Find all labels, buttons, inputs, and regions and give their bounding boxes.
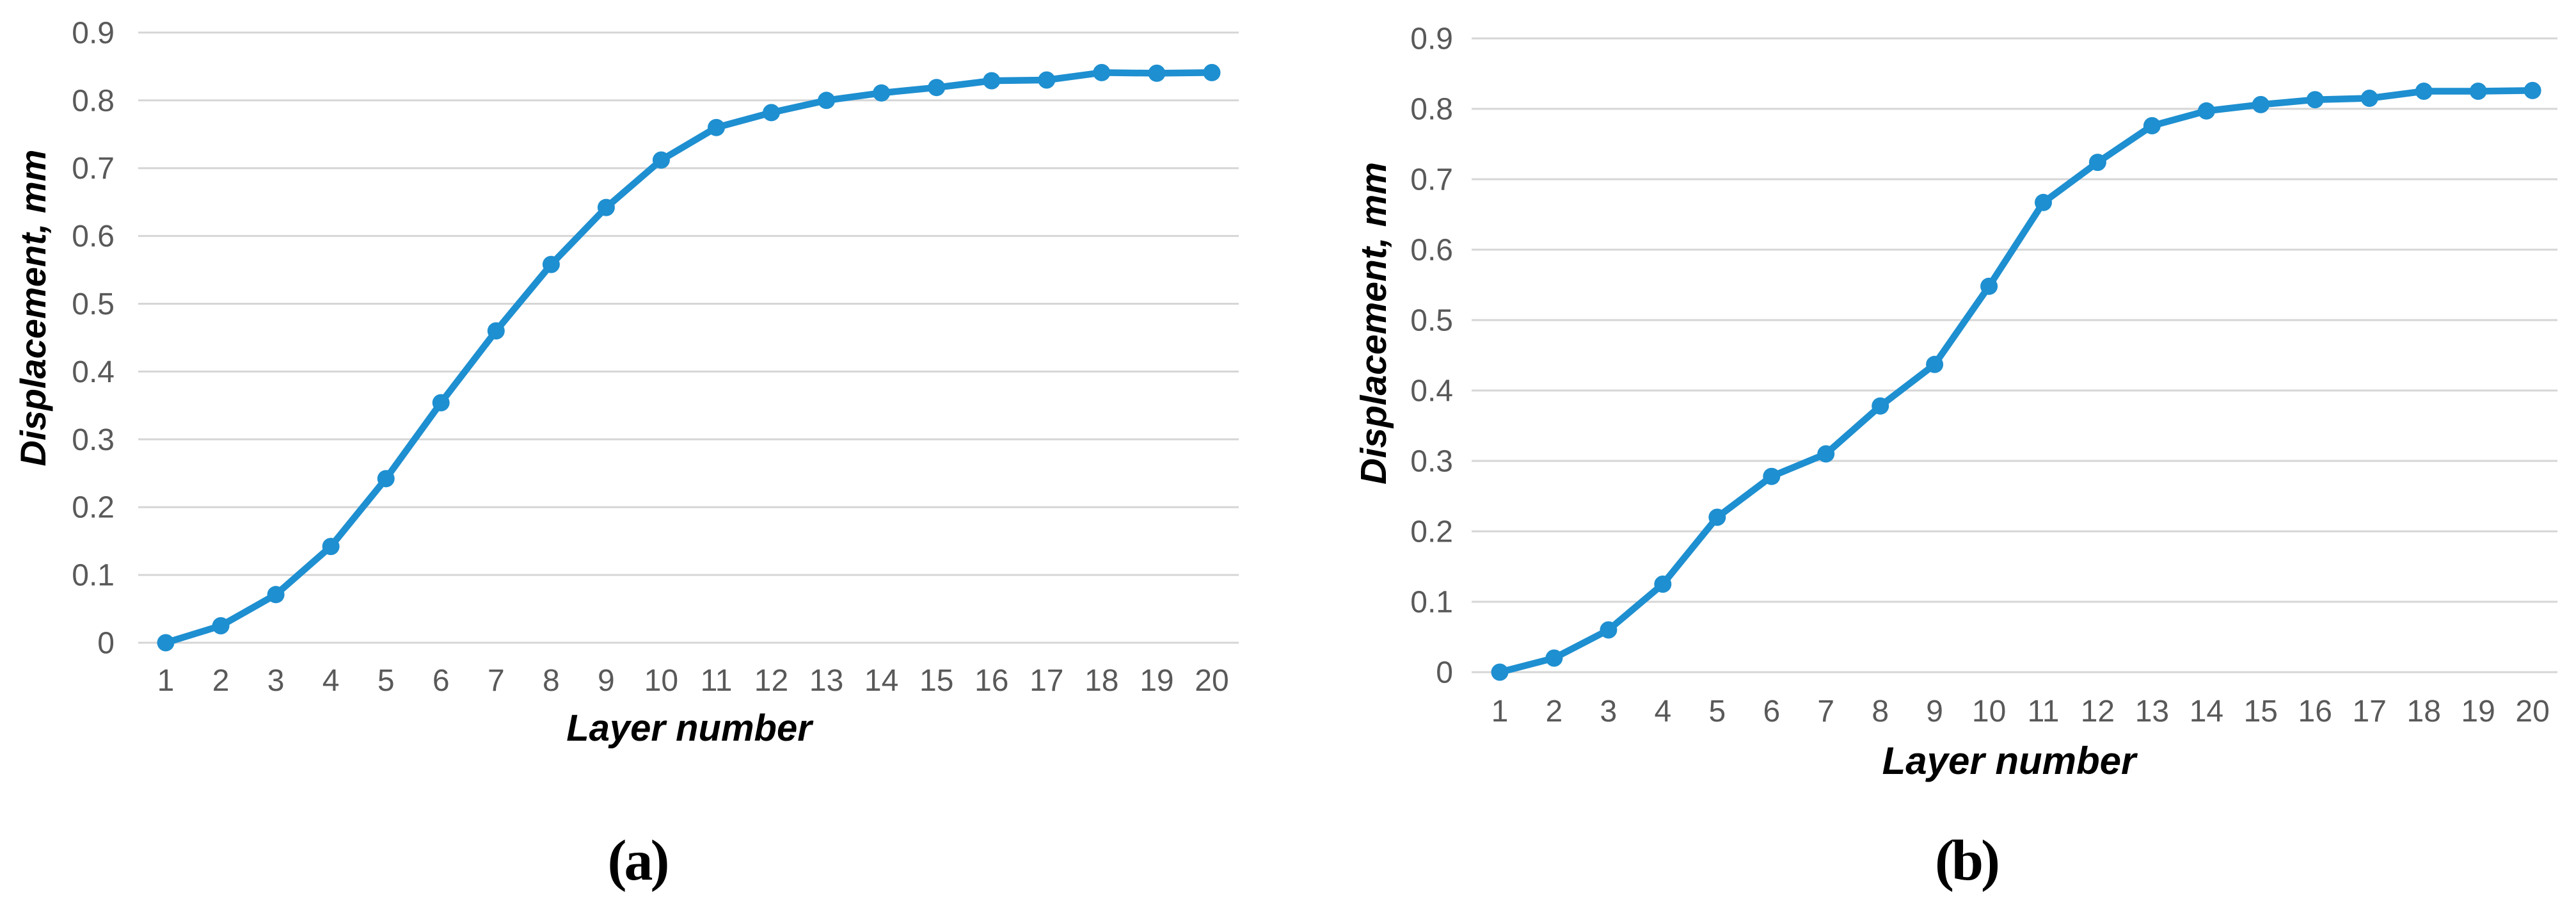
svg-text:0.6: 0.6: [1410, 234, 1453, 268]
svg-text:0.2: 0.2: [1410, 515, 1453, 549]
svg-text:18: 18: [2407, 695, 2441, 729]
svg-text:17: 17: [2353, 695, 2387, 729]
svg-text:6: 6: [433, 664, 450, 698]
svg-text:16: 16: [974, 664, 1008, 698]
svg-text:4: 4: [1654, 695, 1671, 729]
svg-text:0.3: 0.3: [1410, 445, 1453, 479]
svg-text:0.5: 0.5: [72, 287, 115, 321]
svg-text:Displacement, mm: Displacement, mm: [13, 150, 53, 467]
svg-text:0.6: 0.6: [72, 220, 115, 254]
svg-text:0.3: 0.3: [72, 423, 115, 457]
svg-text:1: 1: [157, 664, 175, 698]
svg-text:6: 6: [1763, 695, 1780, 729]
svg-text:9: 9: [598, 664, 615, 698]
svg-text:11: 11: [2028, 695, 2060, 729]
svg-text:19: 19: [2461, 695, 2495, 729]
svg-text:2: 2: [1546, 695, 1563, 729]
svg-text:10: 10: [1972, 695, 2006, 729]
svg-text:20: 20: [1195, 664, 1228, 698]
svg-text:5: 5: [1708, 695, 1726, 729]
svg-text:8: 8: [1872, 695, 1889, 729]
svg-text:3: 3: [267, 664, 285, 698]
svg-text:0: 0: [1436, 656, 1453, 690]
svg-text:19: 19: [1140, 664, 1173, 698]
svg-text:13: 13: [809, 664, 843, 698]
svg-text:1: 1: [1491, 695, 1509, 729]
svg-text:12: 12: [754, 664, 788, 698]
svg-text:0.1: 0.1: [1410, 586, 1453, 620]
svg-text:14: 14: [864, 664, 898, 698]
svg-text:10: 10: [644, 664, 678, 698]
svg-text:7: 7: [1817, 695, 1834, 729]
svg-text:0.9: 0.9: [1410, 22, 1453, 56]
svg-text:(a): (a): [608, 829, 668, 892]
svg-text:0.8: 0.8: [1410, 93, 1453, 127]
svg-text:8: 8: [543, 664, 560, 698]
svg-text:0.8: 0.8: [72, 84, 115, 118]
svg-text:0.7: 0.7: [1410, 163, 1453, 197]
svg-text:9: 9: [1926, 695, 1943, 729]
svg-text:7: 7: [488, 664, 505, 698]
svg-text:17: 17: [1030, 664, 1063, 698]
svg-text:20: 20: [2515, 695, 2549, 729]
svg-text:18: 18: [1085, 664, 1118, 698]
svg-text:13: 13: [2135, 695, 2169, 729]
svg-text:15: 15: [2244, 695, 2278, 729]
svg-text:Displacement, mm: Displacement, mm: [1353, 162, 1394, 485]
svg-text:0: 0: [97, 627, 115, 661]
svg-text:(b): (b): [1935, 829, 1998, 892]
svg-text:16: 16: [2298, 695, 2332, 729]
svg-text:14: 14: [2190, 695, 2223, 729]
svg-text:0.9: 0.9: [72, 16, 115, 50]
svg-text:11: 11: [701, 664, 733, 698]
svg-text:0.4: 0.4: [72, 355, 115, 389]
svg-text:5: 5: [378, 664, 395, 698]
svg-text:4: 4: [322, 664, 340, 698]
svg-text:15: 15: [919, 664, 953, 698]
svg-text:2: 2: [212, 664, 230, 698]
svg-text:0.2: 0.2: [72, 491, 115, 525]
svg-text:3: 3: [1600, 695, 1618, 729]
svg-text:Layer number: Layer number: [1882, 739, 2138, 782]
svg-text:0.5: 0.5: [1410, 304, 1453, 338]
svg-text:Layer number: Layer number: [566, 707, 814, 749]
svg-text:0.1: 0.1: [72, 559, 115, 593]
svg-text:12: 12: [2081, 695, 2115, 729]
svg-text:0.7: 0.7: [72, 152, 115, 186]
svg-text:0.4: 0.4: [1410, 374, 1453, 408]
